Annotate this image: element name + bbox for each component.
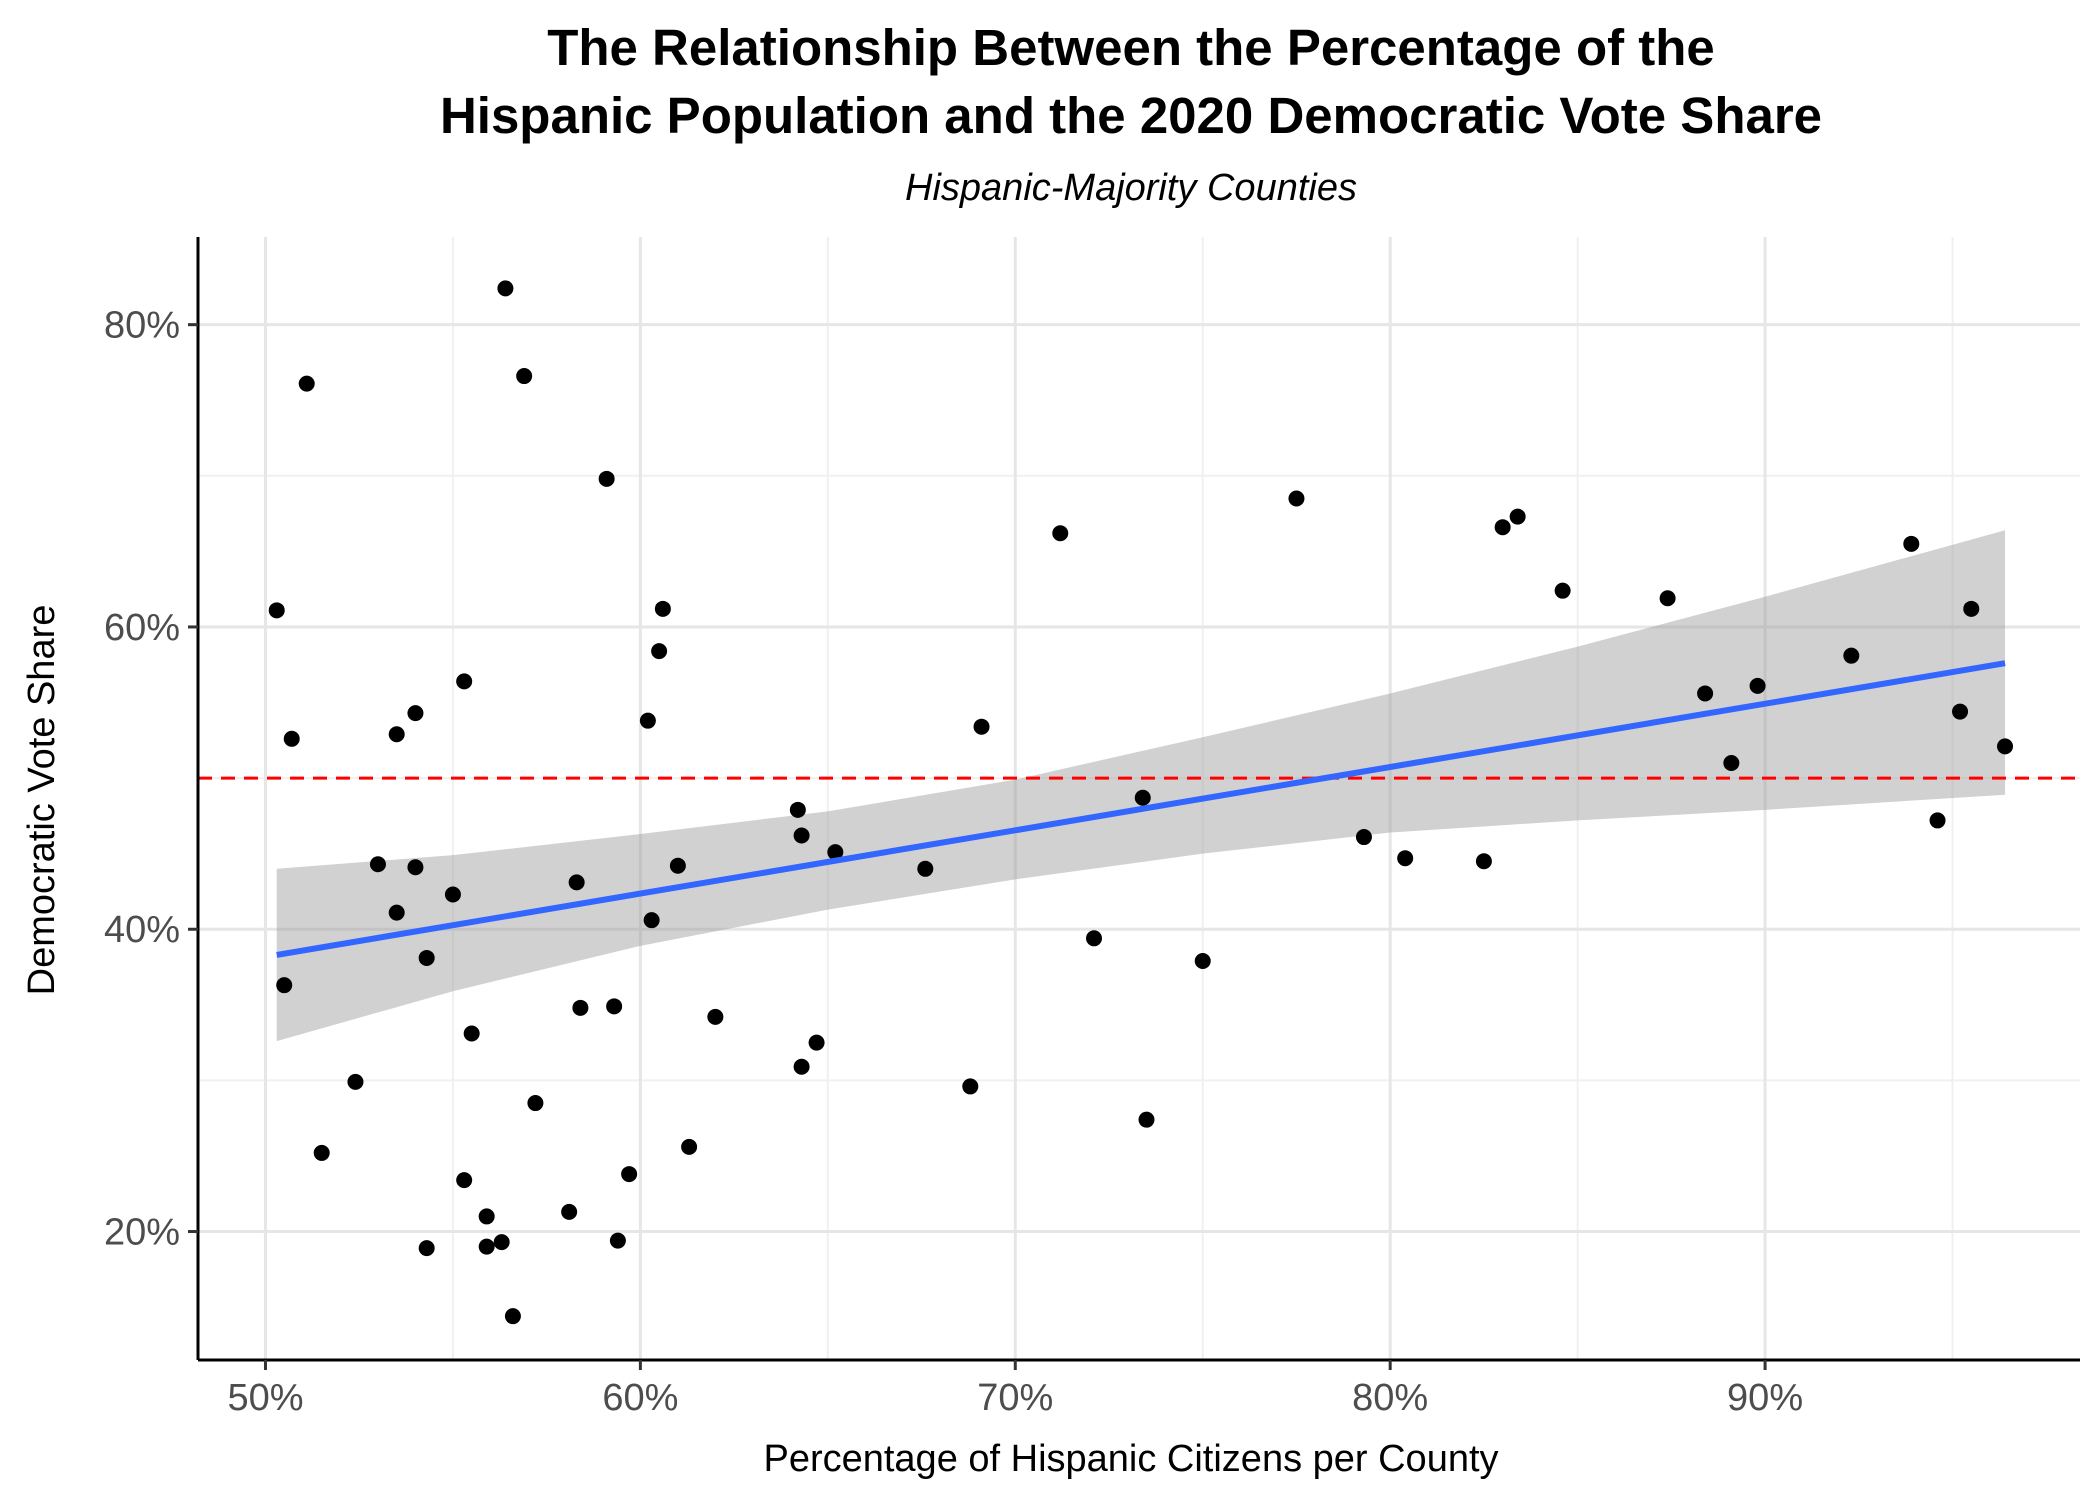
- x-axis-title: Percentage of Hispanic Citizens per Coun…: [763, 1438, 1498, 1480]
- grid-major: [198, 237, 2080, 1360]
- data-point: [572, 999, 589, 1016]
- data-point: [789, 801, 806, 818]
- data-point: [1475, 853, 1492, 870]
- data-point: [504, 1308, 521, 1325]
- x-axis: 50% 60% 70% 80% 90%: [198, 1358, 2080, 1419]
- data-point: [639, 712, 656, 729]
- data-point: [347, 1073, 364, 1090]
- data-point: [418, 949, 435, 966]
- data-point: [1697, 685, 1714, 702]
- y-tick-label: 80%: [104, 305, 180, 347]
- y-tick-label: 20%: [104, 1212, 180, 1254]
- y-tick-label: 60%: [104, 607, 180, 649]
- x-tick-label: 50%: [227, 1377, 303, 1419]
- data-point: [1355, 829, 1372, 846]
- data-point: [1929, 812, 1946, 829]
- data-point: [598, 470, 615, 487]
- data-point: [793, 827, 810, 844]
- data-point: [643, 912, 660, 929]
- data-points: [268, 280, 2014, 1325]
- data-point: [276, 977, 293, 994]
- data-point: [561, 1203, 578, 1220]
- data-point: [808, 1034, 825, 1051]
- data-point: [313, 1144, 330, 1161]
- data-point: [456, 1172, 473, 1189]
- y-tick-label: 40%: [104, 909, 180, 951]
- data-point: [827, 844, 844, 861]
- confidence-band: [276, 530, 2006, 1042]
- data-point: [463, 1025, 480, 1042]
- y-axis-title: Democratic Vote Share: [21, 605, 63, 996]
- data-point: [651, 643, 668, 660]
- data-point: [973, 718, 990, 735]
- data-point: [1134, 789, 1151, 806]
- data-point: [369, 856, 386, 873]
- data-point: [478, 1208, 495, 1225]
- data-point: [527, 1095, 544, 1112]
- y-axis: 20% 40% 60% 80%: [104, 237, 200, 1360]
- data-point: [654, 600, 671, 617]
- grid-minor: [198, 237, 2080, 1360]
- data-point: [407, 859, 424, 876]
- chart-subtitle: Hispanic-Majority Counties: [905, 167, 1357, 209]
- data-point: [669, 857, 686, 874]
- trend-line: [276, 660, 2006, 958]
- data-point: [456, 673, 473, 690]
- data-point: [1952, 703, 1969, 720]
- chart-title-line-1: The Relationship Between the Percentage …: [547, 19, 1715, 76]
- data-point: [444, 886, 461, 903]
- data-point: [1903, 535, 1920, 552]
- data-point: [388, 726, 405, 743]
- data-point: [298, 375, 315, 392]
- data-point: [1963, 600, 1980, 617]
- x-tick-label: 60%: [602, 1377, 678, 1419]
- data-point: [606, 998, 623, 1015]
- data-point: [497, 280, 514, 297]
- data-point: [621, 1166, 638, 1183]
- data-point: [917, 860, 934, 877]
- data-point: [478, 1238, 495, 1255]
- data-point: [1194, 952, 1211, 969]
- x-tick-label: 70%: [977, 1377, 1053, 1419]
- data-point: [609, 1232, 626, 1249]
- data-point: [1052, 525, 1069, 542]
- data-point: [418, 1240, 435, 1257]
- data-point: [681, 1138, 698, 1155]
- data-point: [962, 1078, 979, 1095]
- x-tick-label: 90%: [1727, 1377, 1803, 1419]
- data-point: [1997, 738, 2014, 755]
- chart-title-line-2: Hispanic Population and the 2020 Democra…: [440, 87, 1822, 144]
- data-point: [793, 1058, 810, 1075]
- data-point: [1138, 1111, 1155, 1128]
- x-tick-label: 80%: [1352, 1377, 1428, 1419]
- data-point: [407, 705, 424, 722]
- data-point: [1288, 490, 1305, 507]
- data-point: [1749, 677, 1766, 694]
- data-point: [516, 368, 533, 385]
- data-point: [1843, 647, 1860, 664]
- data-point: [1397, 850, 1414, 867]
- plot-area: [198, 237, 2080, 1360]
- data-point: [1723, 754, 1740, 771]
- data-point: [388, 904, 405, 921]
- data-point: [1509, 508, 1526, 525]
- data-point: [1659, 590, 1676, 607]
- data-point: [493, 1234, 510, 1251]
- data-point: [268, 602, 285, 619]
- data-point: [283, 730, 300, 747]
- data-point: [1494, 519, 1511, 536]
- data-point: [568, 874, 585, 891]
- data-point: [1554, 582, 1571, 599]
- data-point: [1086, 930, 1103, 947]
- data-point: [707, 1008, 724, 1025]
